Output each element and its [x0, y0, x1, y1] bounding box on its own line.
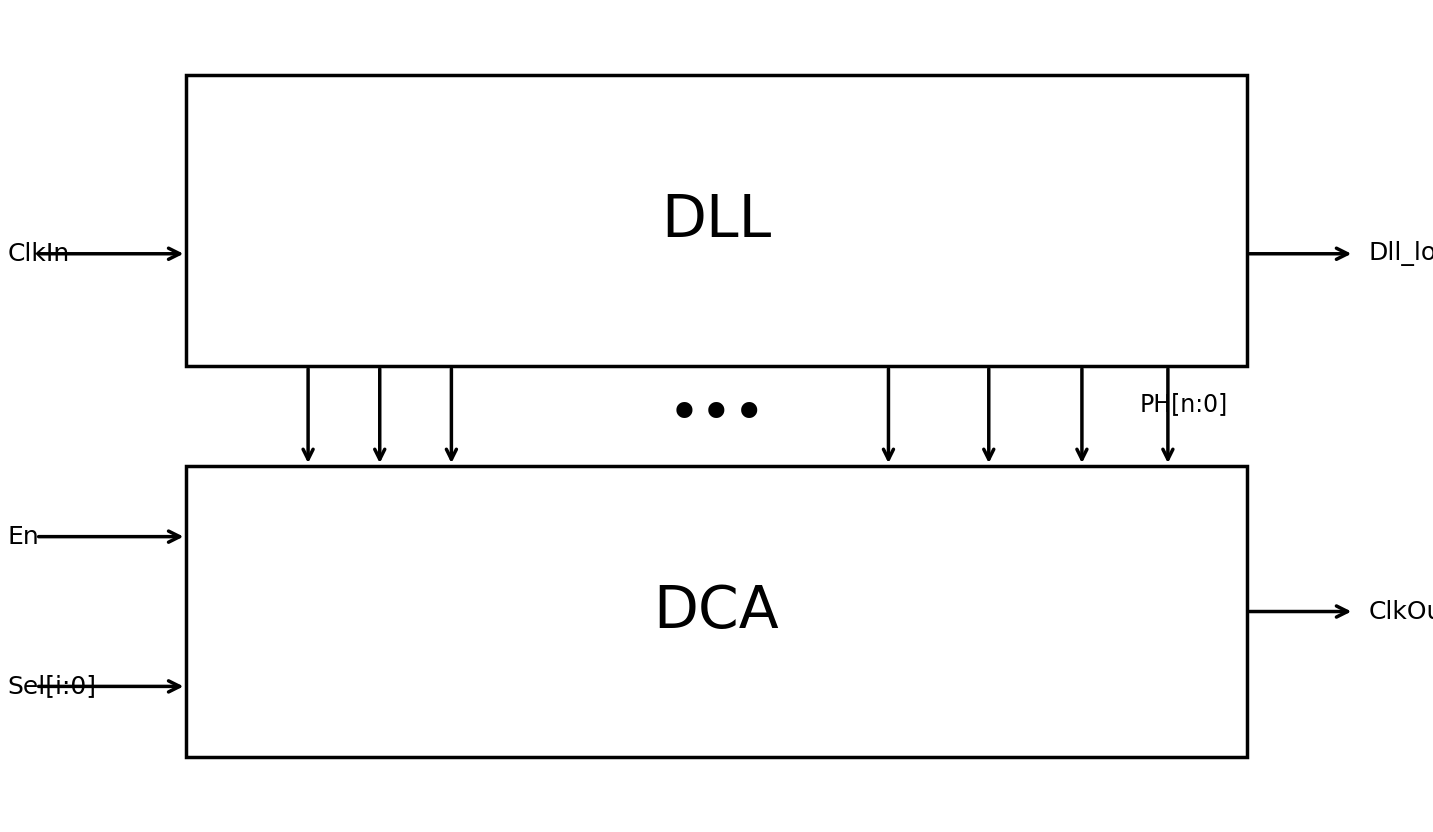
Bar: [186, 466, 1247, 757]
Text: ClkOut: ClkOut: [1369, 600, 1433, 623]
Text: Dll_lock: Dll_lock: [1369, 241, 1433, 266]
Text: DLL: DLL: [662, 192, 771, 249]
Text: En: En: [7, 525, 39, 548]
Bar: [186, 75, 1247, 366]
Text: •••: •••: [668, 389, 765, 443]
Text: PH[n:0]: PH[n:0]: [1139, 392, 1228, 416]
Text: DCA: DCA: [653, 583, 780, 640]
Text: ClkIn: ClkIn: [7, 242, 69, 265]
Text: Sel[i:0]: Sel[i:0]: [7, 675, 96, 698]
